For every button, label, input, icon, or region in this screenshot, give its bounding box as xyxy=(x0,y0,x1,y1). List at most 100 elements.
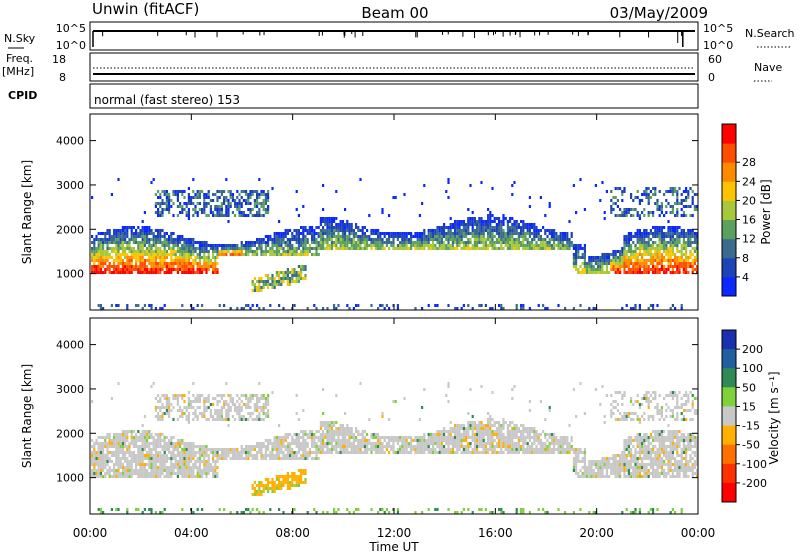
power-cell xyxy=(216,208,219,211)
velocity-cell xyxy=(203,406,206,409)
power-cell xyxy=(218,214,221,217)
velocity-cell xyxy=(267,400,270,403)
velocity-cell xyxy=(168,448,171,451)
velocity-cell xyxy=(403,439,406,442)
power-cell xyxy=(645,259,648,262)
velocity-cell xyxy=(372,436,375,439)
power-cell xyxy=(663,250,666,253)
velocity-cell xyxy=(293,439,296,442)
power-cell xyxy=(256,190,259,193)
power-cell xyxy=(473,220,476,223)
power-cell xyxy=(269,283,272,286)
power-cell xyxy=(638,307,641,310)
velocity-cell xyxy=(247,412,250,415)
velocity-cell xyxy=(240,448,243,451)
velocity-cell xyxy=(251,448,254,451)
power-cell xyxy=(528,226,531,229)
power-cell xyxy=(546,241,549,244)
power-cell xyxy=(682,265,685,268)
power-cell xyxy=(605,253,608,256)
power-cell xyxy=(590,268,593,271)
power-cell xyxy=(247,253,250,256)
velocity-cell xyxy=(192,394,195,397)
power-cell xyxy=(645,271,648,274)
velocity-cell xyxy=(212,448,215,451)
power-cell xyxy=(267,250,270,253)
velocity-cell xyxy=(168,457,171,460)
power-cell xyxy=(379,241,382,244)
velocity-cell xyxy=(150,469,153,472)
velocity-cell xyxy=(183,457,186,460)
power-cell xyxy=(146,238,149,241)
power-cell xyxy=(537,244,540,247)
power-cell xyxy=(533,238,536,241)
velocity-cell xyxy=(322,424,325,427)
velocity-cell xyxy=(159,463,162,466)
power-cell xyxy=(674,202,677,205)
power-cell xyxy=(229,253,232,256)
power-cell xyxy=(247,304,250,307)
power-cell xyxy=(165,202,168,205)
velocity-cell xyxy=(286,481,289,484)
power-cell xyxy=(498,229,501,232)
power-cell xyxy=(421,235,424,238)
power-cell xyxy=(121,268,124,271)
velocity-cell xyxy=(194,454,197,457)
power-cell xyxy=(141,253,144,256)
velocity-cell xyxy=(209,466,212,469)
power-cell xyxy=(275,244,278,247)
power-cell xyxy=(632,208,635,211)
velocity-cell xyxy=(108,451,111,454)
power-cell xyxy=(174,253,177,256)
velocity-cell xyxy=(377,442,380,445)
power-cell xyxy=(454,241,457,244)
power-cell xyxy=(368,235,371,238)
power-cell xyxy=(403,232,406,235)
power-cell xyxy=(616,259,619,262)
power-cell xyxy=(150,250,153,253)
power-cell xyxy=(495,229,498,232)
power-cell xyxy=(187,202,190,205)
velocity-cell xyxy=(264,406,267,409)
velocity-cell xyxy=(102,475,105,478)
velocity-cell xyxy=(139,463,142,466)
power-cell xyxy=(322,220,325,223)
velocity-cell xyxy=(238,409,241,412)
velocity-cell xyxy=(115,451,118,454)
power-cell xyxy=(124,256,127,259)
power-cell xyxy=(99,307,102,310)
velocity-cell xyxy=(317,448,320,451)
power-cell xyxy=(647,238,650,241)
power-cell xyxy=(443,226,446,229)
power-cell xyxy=(141,232,144,235)
power-cell xyxy=(610,259,613,262)
velocity-cell xyxy=(130,439,133,442)
velocity-cell xyxy=(339,433,342,436)
power-cell xyxy=(575,211,578,214)
power-cell xyxy=(674,271,677,274)
power-cell xyxy=(165,253,168,256)
power-cell xyxy=(632,307,635,310)
power-cell xyxy=(181,250,184,253)
velocity-cell xyxy=(124,442,127,445)
power-cell xyxy=(663,238,666,241)
power-cell xyxy=(317,244,320,247)
velocity-cell xyxy=(438,433,441,436)
velocity-cell xyxy=(427,448,430,451)
power-cell xyxy=(260,190,263,193)
power-cell xyxy=(636,262,639,265)
power-cell xyxy=(671,247,674,250)
velocity-cell xyxy=(396,436,399,439)
velocity-cell xyxy=(289,487,292,490)
power-cell xyxy=(286,238,289,241)
power-cell xyxy=(658,259,661,262)
power-cell xyxy=(176,250,179,253)
velocity-cell xyxy=(102,466,105,469)
power-cell xyxy=(159,250,162,253)
velocity-cell xyxy=(91,457,94,460)
power-cell xyxy=(159,265,162,268)
power-cell xyxy=(658,268,661,271)
power-cell xyxy=(108,253,111,256)
power-cell xyxy=(106,259,109,262)
velocity-cell xyxy=(216,475,219,478)
